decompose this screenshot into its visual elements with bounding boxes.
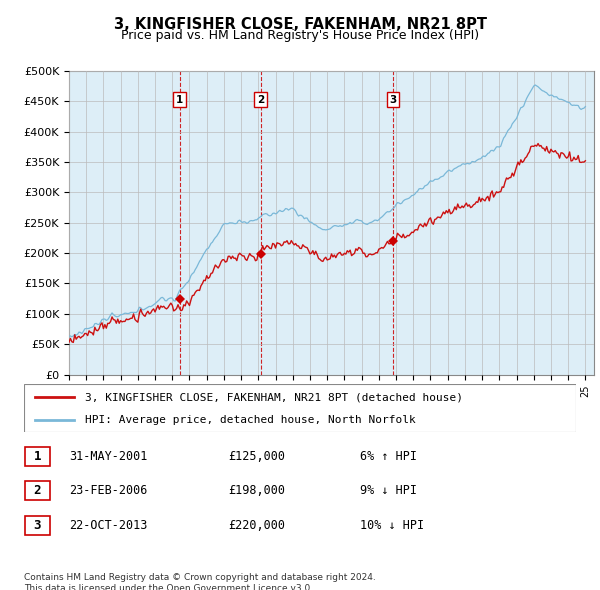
- Text: 2: 2: [257, 94, 264, 104]
- Text: 3: 3: [389, 94, 397, 104]
- Text: 9% ↓ HPI: 9% ↓ HPI: [360, 484, 417, 497]
- Text: 3: 3: [34, 519, 41, 532]
- Text: HPI: Average price, detached house, North Norfolk: HPI: Average price, detached house, Nort…: [85, 415, 415, 425]
- Text: Contains HM Land Registry data © Crown copyright and database right 2024.
This d: Contains HM Land Registry data © Crown c…: [24, 573, 376, 590]
- Text: 10% ↓ HPI: 10% ↓ HPI: [360, 519, 424, 532]
- Text: 1: 1: [176, 94, 183, 104]
- Text: 3, KINGFISHER CLOSE, FAKENHAM, NR21 8PT: 3, KINGFISHER CLOSE, FAKENHAM, NR21 8PT: [113, 17, 487, 31]
- Text: 31-MAY-2001: 31-MAY-2001: [69, 450, 148, 463]
- Text: £125,000: £125,000: [228, 450, 285, 463]
- Text: Price paid vs. HM Land Registry's House Price Index (HPI): Price paid vs. HM Land Registry's House …: [121, 30, 479, 42]
- Text: 2: 2: [34, 484, 41, 497]
- Text: 3, KINGFISHER CLOSE, FAKENHAM, NR21 8PT (detached house): 3, KINGFISHER CLOSE, FAKENHAM, NR21 8PT …: [85, 392, 463, 402]
- Text: 22-OCT-2013: 22-OCT-2013: [69, 519, 148, 532]
- Text: 23-FEB-2006: 23-FEB-2006: [69, 484, 148, 497]
- Text: £198,000: £198,000: [228, 484, 285, 497]
- Text: 1: 1: [34, 450, 41, 463]
- Text: £220,000: £220,000: [228, 519, 285, 532]
- Text: 6% ↑ HPI: 6% ↑ HPI: [360, 450, 417, 463]
